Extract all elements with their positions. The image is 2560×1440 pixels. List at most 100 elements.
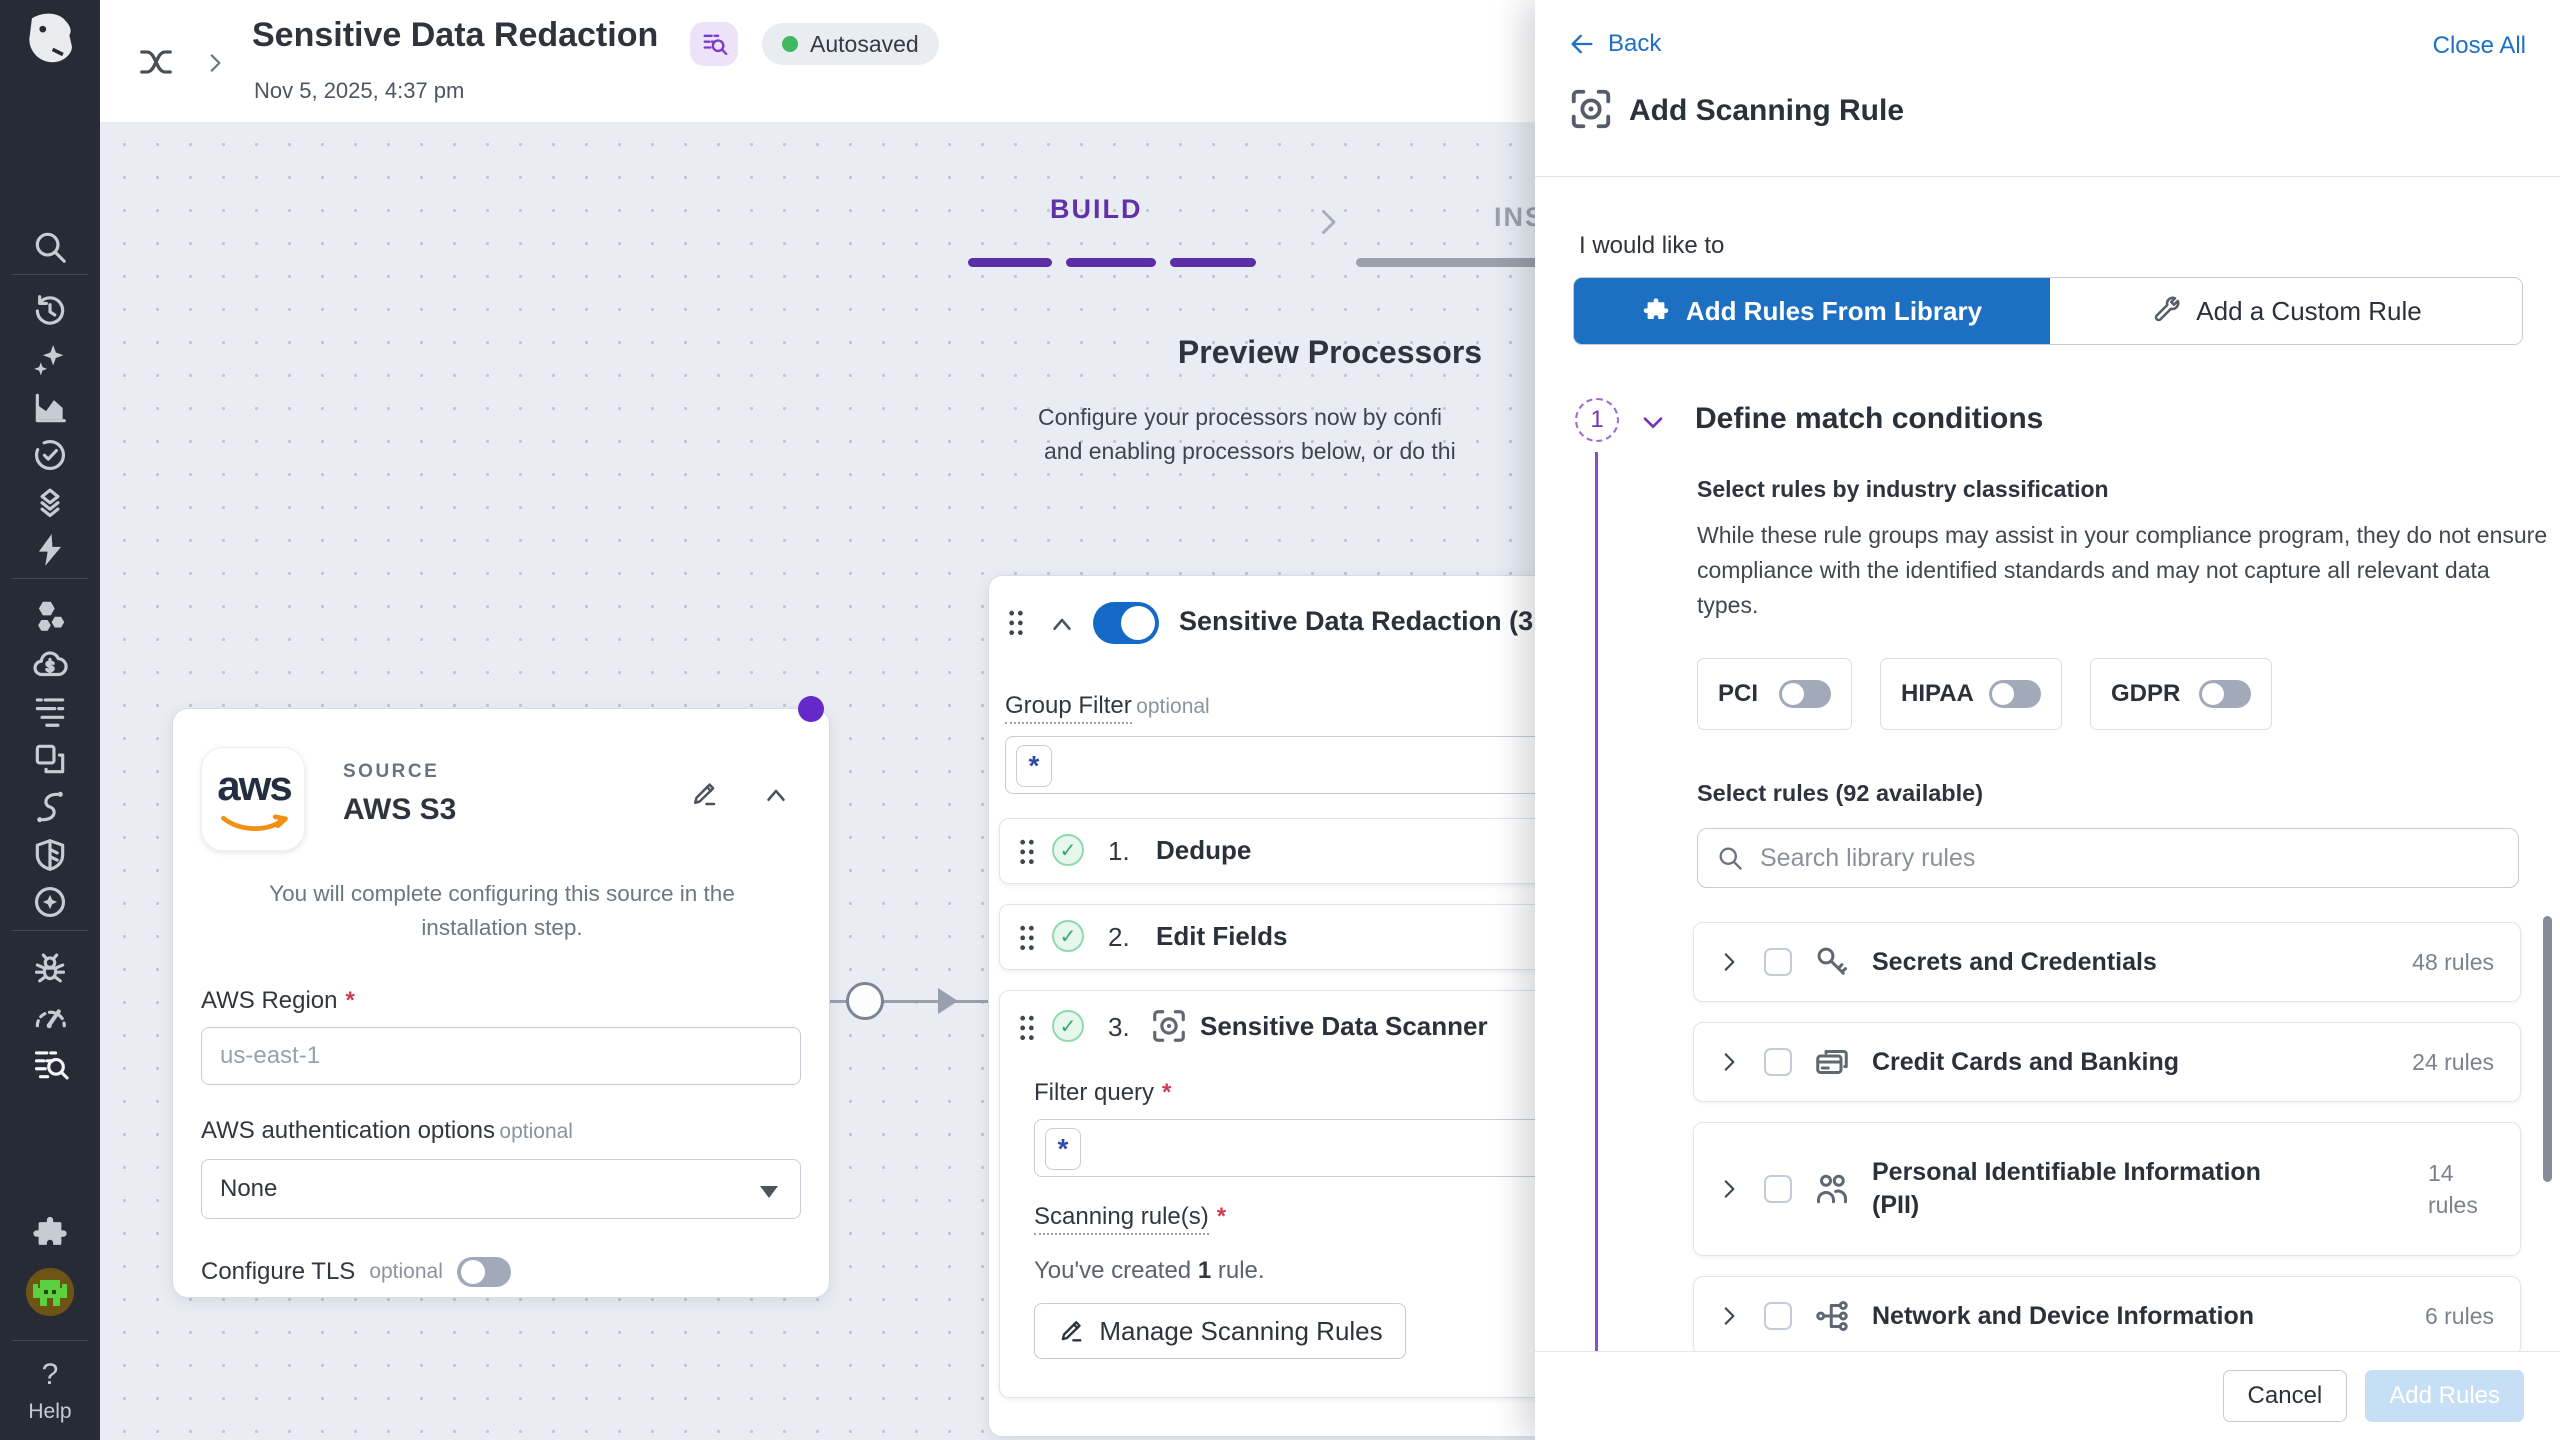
group-title: Sensitive Data Redaction (3 <box>1179 606 1534 636</box>
rules-search-input[interactable] <box>1758 842 2500 874</box>
rule-group-title: Personal Identifiable Information (PII) <box>1872 1158 2261 1219</box>
edit-source-icon[interactable] <box>689 779 719 809</box>
filter-query-token-chip[interactable]: * <box>1045 1128 1081 1170</box>
expand-chevron-icon[interactable] <box>1716 1303 1742 1329</box>
pencil-icon <box>1057 1317 1085 1345</box>
back-link[interactable]: Back <box>1568 30 1661 58</box>
connector-node[interactable] <box>846 982 884 1020</box>
add-rules-button[interactable]: Add Rules <box>2365 1370 2524 1422</box>
pci-toggle-card[interactable]: PCI <box>1697 658 1852 730</box>
sidebar-divider <box>12 1340 88 1341</box>
sidebar-item-apm-lightning[interactable] <box>31 531 69 569</box>
rule-group-checkbox[interactable] <box>1764 1302 1792 1330</box>
rule-group-checkbox[interactable] <box>1764 1175 1792 1203</box>
source-card-aws-s3[interactable]: aws SOURCE AWS S3 You will complete conf… <box>172 708 830 1298</box>
sidebar-item-gauge[interactable] <box>31 998 69 1036</box>
pipeline-icon[interactable] <box>136 42 176 82</box>
configure-tls-toggle[interactable] <box>456 1257 511 1287</box>
collapse-step-chevron-icon[interactable] <box>1637 406 1669 438</box>
scrollbar-thumb[interactable] <box>2543 916 2552 1182</box>
rule-group-title: Secrets and Credentials <box>1872 947 2157 976</box>
stepper-install-dash <box>1356 258 1535 267</box>
source-kind-label: SOURCE <box>343 761 440 782</box>
select-caret-icon <box>760 1186 778 1198</box>
processor-row-sensitive-data-scanner[interactable]: ✓ 3. Sensitive Data Scanner Filter query… <box>999 990 1535 1398</box>
aws-region-label: AWS Region * <box>201 987 355 1014</box>
drag-handle-icon[interactable] <box>1014 835 1040 871</box>
drag-handle-icon[interactable] <box>1014 921 1040 957</box>
puzzle-icon <box>1642 297 1670 325</box>
help-label[interactable]: Help <box>28 1400 72 1423</box>
add-rules-from-library-tab[interactable]: Add Rules From Library <box>1574 278 2050 344</box>
expand-chevron-icon[interactable] <box>1716 949 1742 975</box>
rule-group-row-network[interactable]: Network and Device Information 6 rules <box>1693 1276 2521 1356</box>
user-avatar[interactable] <box>26 1268 74 1316</box>
manage-scanning-rules-button[interactable]: Manage Scanning Rules <box>1034 1303 1406 1359</box>
collapse-group-chevron-icon[interactable] <box>1047 610 1077 640</box>
processor-valid-check-icon: ✓ <box>1052 1010 1084 1042</box>
sidebar-item-service-hexagons[interactable] <box>31 597 69 635</box>
rule-group-row-credit-cards[interactable]: Credit Cards and Banking 24 rules <box>1693 1022 2521 1102</box>
aws-region-input[interactable] <box>201 1027 801 1085</box>
pipelines-search-icon <box>700 30 728 58</box>
sidebar-item-service-compass[interactable] <box>31 883 69 921</box>
expand-chevron-icon[interactable] <box>1716 1049 1742 1075</box>
group-filter-token-chip[interactable]: * <box>1016 745 1052 787</box>
hipaa-toggle[interactable] <box>1989 680 2041 708</box>
sidebar-item-layers[interactable] <box>31 483 69 521</box>
drag-handle-icon[interactable] <box>1014 1011 1040 1047</box>
sidebar-item-history[interactable] <box>31 292 69 330</box>
gdpr-toggle-card[interactable]: GDPR <box>2090 658 2272 730</box>
hipaa-toggle-card[interactable]: HIPAA <box>1880 658 2062 730</box>
aws-logo-text: aws <box>217 762 292 809</box>
sidebar-item-security-shield[interactable] <box>31 836 69 874</box>
stepper-build-dash <box>1066 258 1156 267</box>
drag-handle-icon[interactable] <box>1003 606 1029 642</box>
scanning-rule-icon <box>1568 86 1614 132</box>
rule-group-checkbox[interactable] <box>1764 1048 1792 1076</box>
add-custom-rule-tab[interactable]: Add a Custom Rule <box>2050 278 2522 344</box>
group-enabled-toggle[interactable] <box>1093 602 1159 644</box>
processor-valid-check-icon: ✓ <box>1052 920 1084 952</box>
sidebar-item-watchdog[interactable] <box>31 436 69 474</box>
sidebar-item-dashboards[interactable] <box>31 389 69 427</box>
close-all-link[interactable]: Close All <box>2432 32 2526 59</box>
pipeline-canvas[interactable]: BUILD INSTALL Preview Processors Configu… <box>100 122 1535 1440</box>
scanner-badge[interactable] <box>690 22 738 66</box>
help-icon[interactable]: ? <box>41 1358 59 1391</box>
sidebar-item-synthetics[interactable] <box>31 788 69 826</box>
sidebar-item-ai-sparkles[interactable] <box>31 341 69 379</box>
rule-group-row-pii[interactable]: Personal Identifiable Information (PII) … <box>1693 1122 2521 1256</box>
sidebar-item-rum-frames[interactable] <box>31 740 69 778</box>
sidebar-item-search[interactable] <box>31 228 69 266</box>
aws-logo-swoosh-icon <box>220 814 288 836</box>
processor-row-edit-fields[interactable]: ✓ 2. Edit Fields <box>999 904 1535 970</box>
select-rules-label: Select rules (92 available) <box>1697 780 1984 806</box>
group-filter-input[interactable]: * <box>1005 736 1535 794</box>
rule-group-row-secrets[interactable]: Secrets and Credentials 48 rules <box>1693 922 2521 1002</box>
rule-group-checkbox[interactable] <box>1764 948 1792 976</box>
network-tree-icon <box>1814 1298 1850 1334</box>
filter-query-label: Filter query * <box>1034 1079 1172 1106</box>
datadog-logo[interactable] <box>18 8 82 70</box>
aws-logo: aws <box>201 747 305 851</box>
filter-query-input[interactable]: * <box>1034 1119 1535 1177</box>
gdpr-toggle[interactable] <box>2199 680 2251 708</box>
configure-tls-label: Configure TLS <box>201 1258 356 1285</box>
sidebar-item-bug-tracking[interactable] <box>31 950 69 988</box>
processor-row-dedupe[interactable]: ✓ 1. Dedupe <box>999 818 1535 884</box>
sidebar-item-observability-pipelines[interactable] <box>31 1045 69 1083</box>
aws-auth-select[interactable]: None <box>201 1159 801 1219</box>
page-title: Sensitive Data Redaction <box>252 16 659 54</box>
cancel-button[interactable]: Cancel <box>2222 1370 2348 1422</box>
configure-tls-row: Configure TLS optional <box>201 1257 511 1287</box>
sidebar-item-cloud-cost[interactable] <box>31 646 69 684</box>
collapse-source-chevron-icon[interactable] <box>761 781 791 811</box>
expand-chevron-icon[interactable] <box>1716 1176 1742 1202</box>
sidebar-item-integrations-puzzle[interactable] <box>31 1215 69 1253</box>
source-card-connection-node[interactable] <box>798 696 824 722</box>
sidebar-item-logs[interactable] <box>31 692 69 730</box>
custom-tab-label: Add a Custom Rule <box>2196 295 2422 326</box>
autosaved-status-dot <box>782 36 798 52</box>
pci-toggle[interactable] <box>1779 680 1831 708</box>
